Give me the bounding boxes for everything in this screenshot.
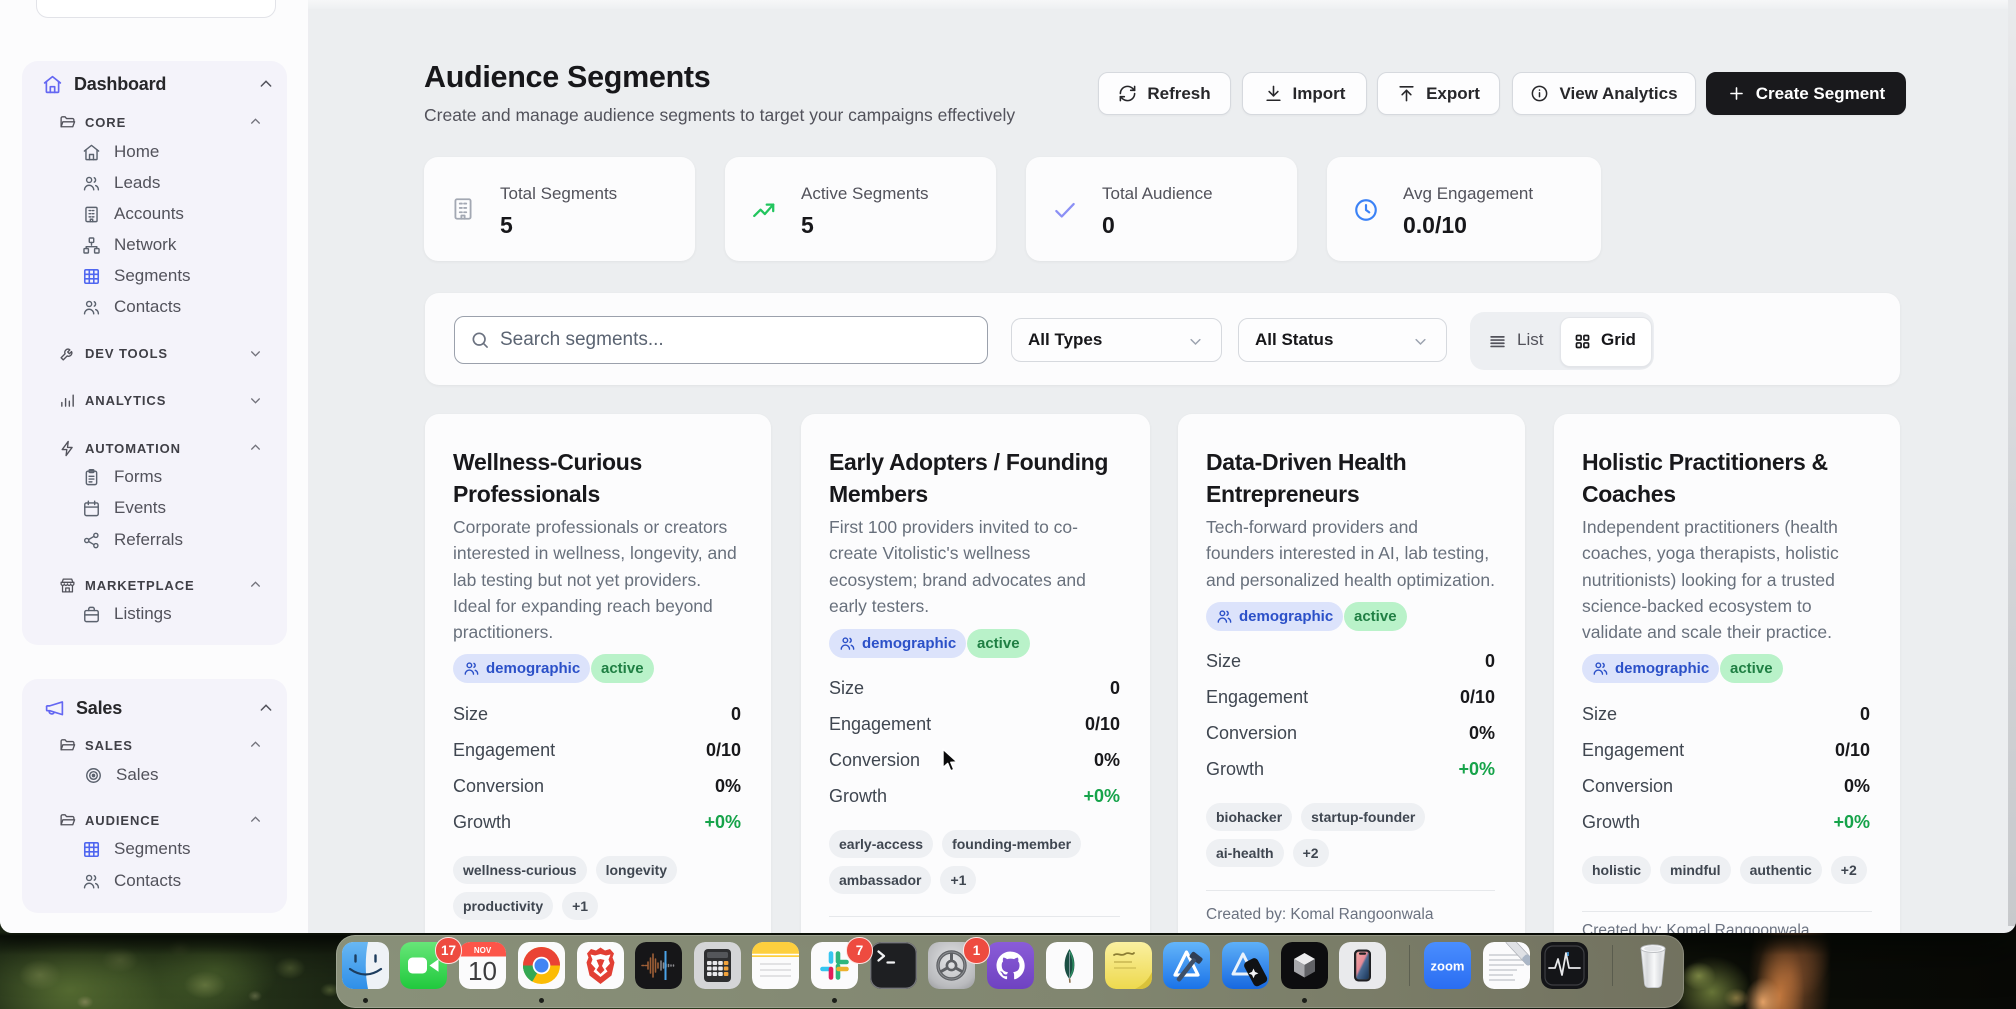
- svg-text:zoom: zoom: [1431, 959, 1465, 974]
- svg-text:10: 10: [468, 956, 497, 986]
- svg-text:NOV: NOV: [474, 946, 492, 955]
